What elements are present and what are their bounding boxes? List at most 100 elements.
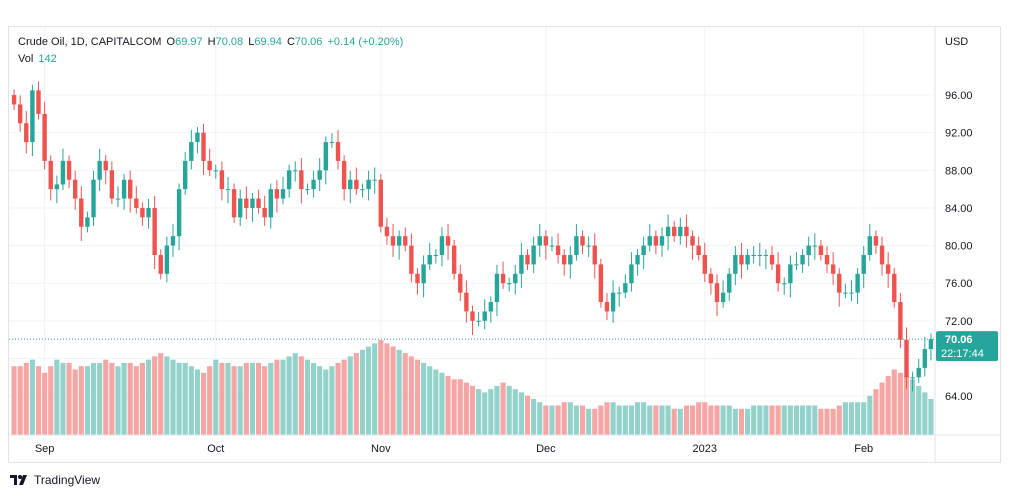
candle-body [684, 226, 689, 237]
volume-bar [42, 372, 48, 435]
time-tick-label: 2023 [693, 443, 717, 455]
volume-bar [11, 366, 17, 435]
volume-bar [818, 408, 824, 435]
volume-bar [35, 366, 42, 435]
volume-bar [78, 366, 84, 435]
volume-bar [531, 398, 537, 435]
volume-bar [855, 402, 861, 435]
candle-body [885, 264, 891, 274]
candle-body [647, 236, 652, 246]
price-tag-price: 70.06 [945, 334, 973, 346]
candle-body [928, 339, 934, 350]
volume-bar [164, 356, 170, 435]
volume-bar [763, 405, 769, 435]
volume-bar [231, 366, 237, 435]
candle-body [916, 367, 921, 378]
volume-bar [249, 362, 256, 435]
volume-bar [885, 376, 891, 435]
change-value: +0.14 (+0.20%) [327, 36, 404, 48]
candle-body [812, 245, 818, 247]
volume-bar [714, 405, 720, 435]
candle-body [690, 236, 695, 246]
volume-bar [586, 408, 592, 435]
volume-bar [806, 405, 812, 435]
volume-bar [744, 408, 751, 435]
volume-bar [653, 405, 659, 435]
candle-body [354, 179, 359, 190]
volume-bar [139, 362, 145, 435]
volume-bar [243, 362, 249, 435]
candle-body [788, 264, 793, 284]
volume-bar [579, 405, 586, 435]
candle-body [537, 236, 542, 246]
candle-body [390, 236, 396, 246]
symbol-title[interactable]: Crude Oil, 1D, CAPITALCOM [18, 36, 162, 48]
candle-body [445, 236, 451, 246]
tradingview-brand[interactable]: TradingView [10, 473, 100, 487]
candle-body [739, 254, 744, 265]
volume-bar [751, 405, 757, 435]
chart-frame[interactable]: 64.00 72.00 76.00 80.00 84.00 88.00 92.00 96.00… [8, 26, 1001, 463]
candle-body [30, 90, 35, 143]
volume-bar [268, 362, 274, 435]
candle-body [329, 142, 335, 144]
brand-name: TradingView [34, 473, 101, 487]
candle-body [79, 198, 84, 227]
candle-body [519, 254, 524, 274]
candle-body [250, 198, 255, 208]
volume-bar [158, 353, 164, 435]
volume-bar [861, 402, 867, 435]
volume-bar [133, 366, 139, 435]
time-tick-label: Dec [536, 443, 556, 455]
candle-body [189, 142, 194, 161]
candle-body [268, 189, 273, 218]
volume-legend: Vol 142 [18, 53, 59, 65]
volume-bar [665, 405, 671, 435]
price-tag-box [936, 331, 998, 362]
candle-body [458, 273, 463, 293]
candle-body [17, 104, 23, 124]
candle-body [494, 273, 500, 303]
vol-value: 142 [38, 53, 57, 65]
volume-bar [194, 369, 201, 435]
candle-body [256, 198, 261, 208]
time-tick-label: Nov [371, 443, 391, 455]
volume-bar [408, 356, 414, 435]
candle-body [238, 198, 243, 218]
candle-body [280, 189, 286, 199]
price-axis[interactable]: 64.00 72.00 76.00 80.00 84.00 88.00 92.00 96.00 [945, 90, 973, 403]
price-tag-countdown: 22:17:44 [941, 348, 984, 360]
candle-body [335, 142, 341, 161]
ohlc-legend: Crude Oil, 1D, CAPITALCOM O69.97 H70.08 … [18, 36, 405, 48]
candle-body [867, 236, 873, 255]
volume-bars [11, 340, 934, 435]
volume-bar [512, 389, 518, 435]
candle-body [702, 254, 707, 274]
volume-bar [366, 346, 372, 435]
volume-bar [689, 405, 696, 435]
volume-bar [476, 389, 482, 435]
candle-body [580, 236, 585, 246]
time-axis[interactable]: SepOctNovDec2023FebMar [35, 443, 1000, 455]
candlestick-chart[interactable]: 64.00 72.00 76.00 80.00 84.00 88.00 92.00 96.00… [9, 27, 1000, 462]
price-tick-label: 96.00 [945, 90, 973, 102]
candle-body [794, 264, 799, 266]
candle-body [360, 189, 365, 191]
candle-body [396, 236, 402, 246]
volume-bar [708, 405, 714, 435]
candle-body [439, 236, 445, 255]
volume-bar [213, 359, 219, 435]
volume-bar [647, 405, 653, 435]
candle-body [121, 179, 127, 199]
candle-body [629, 264, 634, 284]
volume-bar [720, 405, 726, 435]
volume-bar [280, 359, 286, 435]
volume-bar [488, 389, 494, 435]
volume-bar [628, 405, 634, 435]
candle-body [85, 217, 90, 227]
volume-bar [54, 359, 60, 435]
candle-body [140, 207, 145, 218]
candle-body [672, 226, 677, 237]
volume-bar [335, 362, 341, 435]
volume-bar [702, 402, 708, 435]
